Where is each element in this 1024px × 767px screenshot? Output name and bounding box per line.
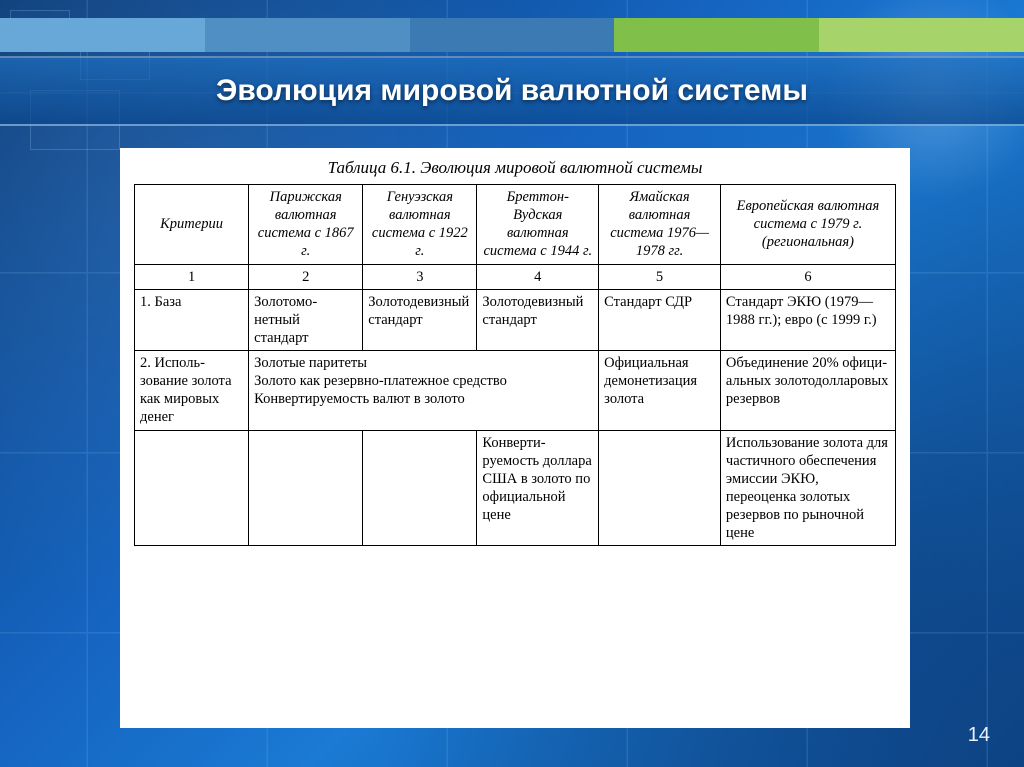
cell-merged: Золотые паритеты Золото как резервно-пла… xyxy=(249,351,599,431)
table-row: Конверти­руемость доллара США в золото п… xyxy=(135,430,896,546)
content-panel: Таблица 6.1. Эволюция мировой валютной с… xyxy=(120,148,910,728)
col-header: Парижская валютная система с 1867 г. xyxy=(249,185,363,265)
col-header: Критерии xyxy=(135,185,249,265)
header-arrow-strip xyxy=(0,18,1024,52)
cell: Золотоде­визный стандарт xyxy=(363,289,477,350)
col-num: 2 xyxy=(249,264,363,289)
col-num: 6 xyxy=(720,264,895,289)
cell: Стандарт СДР xyxy=(599,289,721,350)
cell: Объединение 20% офици­альных золото­долл… xyxy=(720,351,895,431)
arrow-seg xyxy=(205,18,410,52)
col-header: Бреттон-Вудская валютная система с 1944 … xyxy=(477,185,599,265)
cell: Золотомо­нетный стандарт xyxy=(249,289,363,350)
cell: Золотоде­визный стандарт xyxy=(477,289,599,350)
page-number: 14 xyxy=(968,724,990,747)
col-num: 4 xyxy=(477,264,599,289)
cell-empty xyxy=(249,430,363,546)
arrow-seg xyxy=(410,18,615,52)
table-header-row: Критерии Парижская валютная система с 18… xyxy=(135,185,896,265)
cell: 2. Исполь­зование золота как мировых ден… xyxy=(135,351,249,431)
col-num: 3 xyxy=(363,264,477,289)
col-header: Европейская валютная сис­тема с 1979 г. … xyxy=(720,185,895,265)
table-caption: Таблица 6.1. Эволюция мировой валютной с… xyxy=(134,158,896,178)
arrow-seg xyxy=(819,18,1024,52)
cell: Конверти­руемость доллара США в золото п… xyxy=(477,430,599,546)
cell-empty xyxy=(599,430,721,546)
arrow-seg xyxy=(0,18,205,52)
evolution-table: Критерии Парижская валютная система с 18… xyxy=(134,184,896,546)
col-num: 1 xyxy=(135,264,249,289)
cell: Использование золота для час­тичного обе… xyxy=(720,430,895,546)
cell: Стандарт ЭКЮ (1979—1988 гг.); евро (с 19… xyxy=(720,289,895,350)
table-row: 2. Исполь­зование золота как мировых ден… xyxy=(135,351,896,431)
cell: Офици­альная демоне­тизация золота xyxy=(599,351,721,431)
title-bar: Эволюция мировой валютной системы xyxy=(0,56,1024,126)
slide: Эволюция мировой валютной системы Таблиц… xyxy=(0,0,1024,767)
cell: 1. База xyxy=(135,289,249,350)
cell-empty xyxy=(135,430,249,546)
slide-title: Эволюция мировой валютной системы xyxy=(216,74,808,108)
arrow-seg xyxy=(614,18,819,52)
table-row: 1. База Золотомо­нетный стандарт Золотод… xyxy=(135,289,896,350)
cell-empty xyxy=(363,430,477,546)
col-num: 5 xyxy=(599,264,721,289)
col-header: Ямайская валютная система 1976—1978 гг. xyxy=(599,185,721,265)
table-number-row: 1 2 3 4 5 6 xyxy=(135,264,896,289)
col-header: Генуэзская валютная система с 1922 г. xyxy=(363,185,477,265)
